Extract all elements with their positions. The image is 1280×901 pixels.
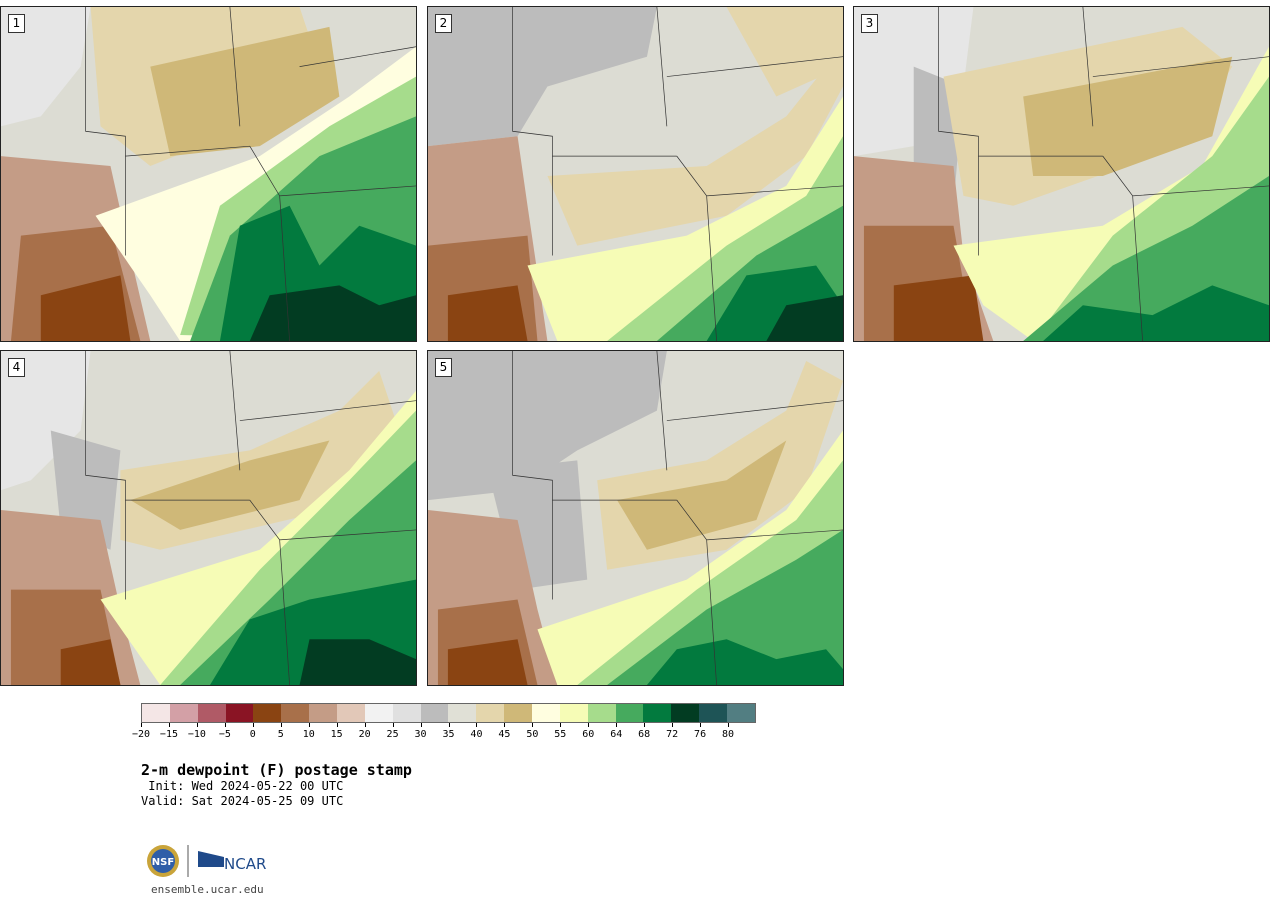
colorbar-swatch [448,704,477,722]
colorbar-tick [504,723,506,727]
site-url: ensemble.ucar.edu [151,883,264,896]
map-panel-5: 5 [427,350,844,686]
colorbar-tick [588,723,590,727]
colorbar-tick-label: 0 [249,729,256,740]
colorbar-swatch [225,704,254,722]
colorbar-tick [644,723,646,727]
colorbar-tick-label: 60 [582,729,595,740]
map-panel-4: 4 [0,350,417,686]
colorbar-tick [392,723,394,727]
colorbar-tick-label: 68 [638,729,651,740]
colorbar-tick-label: 64 [610,729,623,740]
svg-text:NSF: NSF [152,857,174,868]
colorbar-tick-label: 50 [526,729,539,740]
map-panel-3: 3 [853,6,1270,342]
colorbar-tick-label: −20 [131,729,151,740]
colorbar-tick-label: 80 [722,729,735,740]
dewpoint-map-5 [428,351,843,685]
colorbar-tick-label: −10 [187,729,206,740]
valid-time: Valid: Sat 2024-05-25 09 UTC [141,794,344,808]
colorbar-swatch [392,704,421,722]
colorbar-tick [616,723,618,727]
colorbar-tick [364,723,366,727]
colorbar-tick-label: 25 [386,729,399,740]
colorbar-tick-label: 45 [498,729,511,740]
colorbar-tick [420,723,422,727]
panel-number: 1 [8,14,25,33]
nsf-logo: NSF NCAR [147,845,266,877]
colorbar-tick-label: 10 [302,729,315,740]
colorbar-swatch [559,704,588,722]
colorbar-tick [252,723,254,727]
colorbar-swatch [643,704,672,722]
colorbar-tick [336,723,338,727]
nsf-ncar-logos: NSF NCAR [145,843,275,879]
map-panel-2: 2 [427,6,844,342]
dewpoint-map-3 [854,7,1269,341]
colorbar-swatch [671,704,700,722]
colorbar-tick-label: 40 [470,729,483,740]
panel-number: 2 [435,14,452,33]
panel-number: 3 [861,14,878,33]
colorbar-tick-label: 76 [694,729,707,740]
colorbar-swatch [727,704,755,722]
colorbar-tick [672,723,674,727]
colorbar-tick [532,723,534,727]
init-time: Init: Wed 2024-05-22 00 UTC [141,779,344,793]
dewpoint-map-2 [428,7,843,341]
svg-text:NCAR: NCAR [224,855,266,873]
colorbar-tick-label: 30 [414,729,427,740]
colorbar-tick-label: −5 [218,729,231,740]
dewpoint-colorbar [141,703,756,723]
dewpoint-map-4 [1,351,416,685]
colorbar-tick [560,723,562,727]
figure-title: 2-m dewpoint (F) postage stamp [141,761,412,779]
colorbar-swatch [364,704,393,722]
colorbar-swatch [615,704,644,722]
colorbar-tick [196,723,198,727]
colorbar-swatch [142,704,170,722]
dewpoint-map-1 [1,7,416,341]
panel-number: 5 [435,358,452,377]
colorbar-tick-label: 55 [554,729,567,740]
colorbar-tick-label: 5 [277,729,284,740]
colorbar-swatch [587,704,616,722]
colorbar-swatch [532,704,560,722]
colorbar-tick-label: 20 [358,729,371,740]
colorbar-tick [141,723,142,727]
colorbar-tick [700,723,702,727]
colorbar-tick [280,723,282,727]
colorbar-swatch [281,704,310,722]
colorbar-swatch [699,704,728,722]
map-panel-1: 1 [0,6,417,342]
colorbar-tick [308,723,310,727]
colorbar-tick [168,723,170,727]
colorbar-ticks: −20 −15 −10 −5 0 5 10 15 20 25 30 35 40 45 50 55 60 64 68 7… [132,723,756,743]
colorbar-tick [476,723,478,727]
colorbar-swatch [476,704,505,722]
colorbar-tick [448,723,450,727]
colorbar-swatch [420,704,449,722]
colorbar-swatch [504,704,533,722]
colorbar-tick [728,723,730,727]
colorbar-swatch [253,704,282,722]
colorbar-swatch [197,704,226,722]
panel-number: 4 [8,358,25,377]
colorbar-tick [224,723,226,727]
colorbar-tick-label: −15 [159,729,178,740]
colorbar-swatch [337,704,365,722]
colorbar-swatch [169,704,198,722]
ncar-icon [198,851,224,867]
colorbar-tick-label: 72 [666,729,679,740]
colorbar-swatch [309,704,338,722]
colorbar-tick-label: 35 [442,729,455,740]
colorbar-tick-label: 15 [330,729,343,740]
